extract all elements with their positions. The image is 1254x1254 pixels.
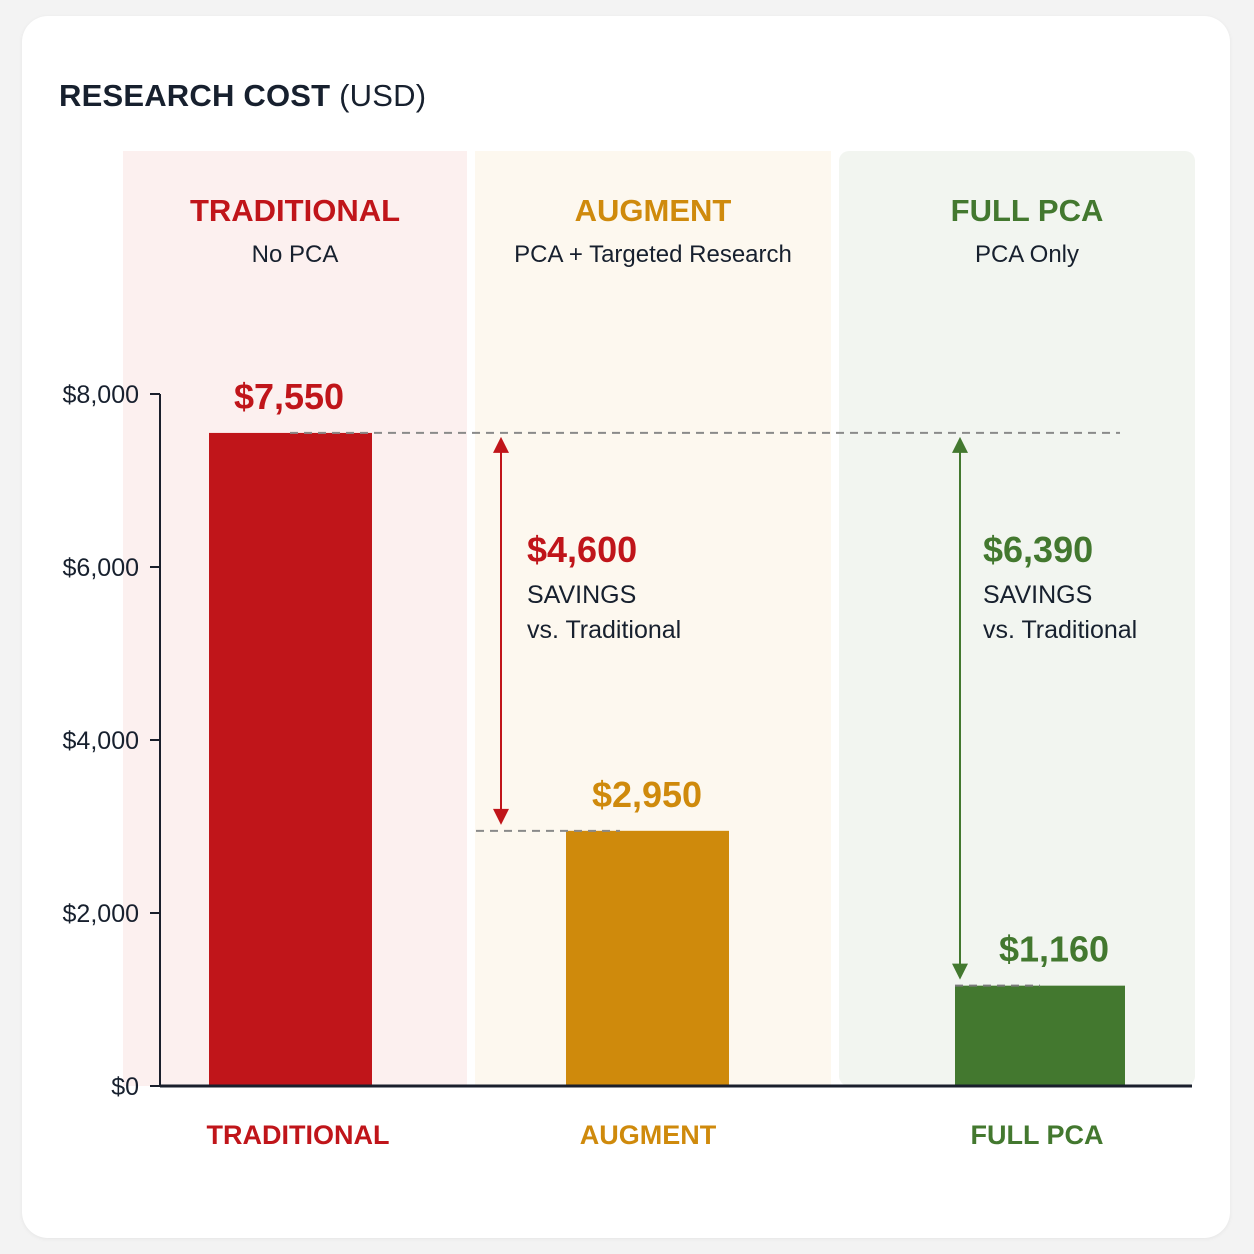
panel-subheading-augment: PCA + Targeted Research — [514, 241, 792, 268]
panel-subheading-full-pca: PCA Only — [975, 241, 1079, 268]
y-tick-label: $8,000 — [63, 381, 139, 409]
panel-heading-full-pca: FULL PCA — [951, 193, 1104, 228]
category-label-full-pca: FULL PCA — [971, 1120, 1104, 1150]
y-tick-label: $2,000 — [63, 900, 139, 928]
panel-subheading-traditional: No PCA — [252, 241, 339, 268]
savings-amount: $6,390 — [983, 529, 1093, 570]
panel-heading-traditional: TRADITIONAL — [190, 193, 400, 228]
savings-comparison: vs. Traditional — [527, 616, 681, 644]
y-tick-label: $0 — [111, 1073, 139, 1101]
bar-full-pca — [955, 985, 1125, 1086]
savings-arrow-head-up — [493, 436, 509, 453]
bar-augment — [566, 830, 729, 1086]
chart-title-unit: (USD) — [339, 78, 427, 113]
category-label-augment: AUGMENT — [580, 1120, 717, 1150]
value-label-full-pca: $1,160 — [999, 929, 1109, 970]
savings-label: SAVINGS — [983, 581, 1092, 609]
value-label-traditional: $7,550 — [234, 376, 344, 417]
savings-arrow-head-down — [952, 963, 968, 980]
savings-amount: $4,600 — [527, 529, 637, 570]
savings-comparison: vs. Traditional — [983, 616, 1137, 644]
panel-heading-augment: AUGMENT — [575, 193, 732, 228]
y-tick-label: $6,000 — [63, 554, 139, 582]
value-label-augment: $2,950 — [592, 774, 702, 815]
chart-title-main: RESEARCH COST — [59, 78, 331, 113]
category-label-traditional: TRADITIONAL — [207, 1120, 390, 1150]
savings-label: SAVINGS — [527, 581, 636, 609]
y-tick-label: $4,000 — [63, 727, 139, 755]
panel-background-full-pca — [839, 151, 1195, 1086]
savings-arrow-head-down — [493, 808, 509, 825]
savings-arrow-head-up — [952, 436, 968, 453]
chart-title: RESEARCH COST (USD) — [59, 78, 426, 114]
bar-traditional — [209, 432, 372, 1086]
